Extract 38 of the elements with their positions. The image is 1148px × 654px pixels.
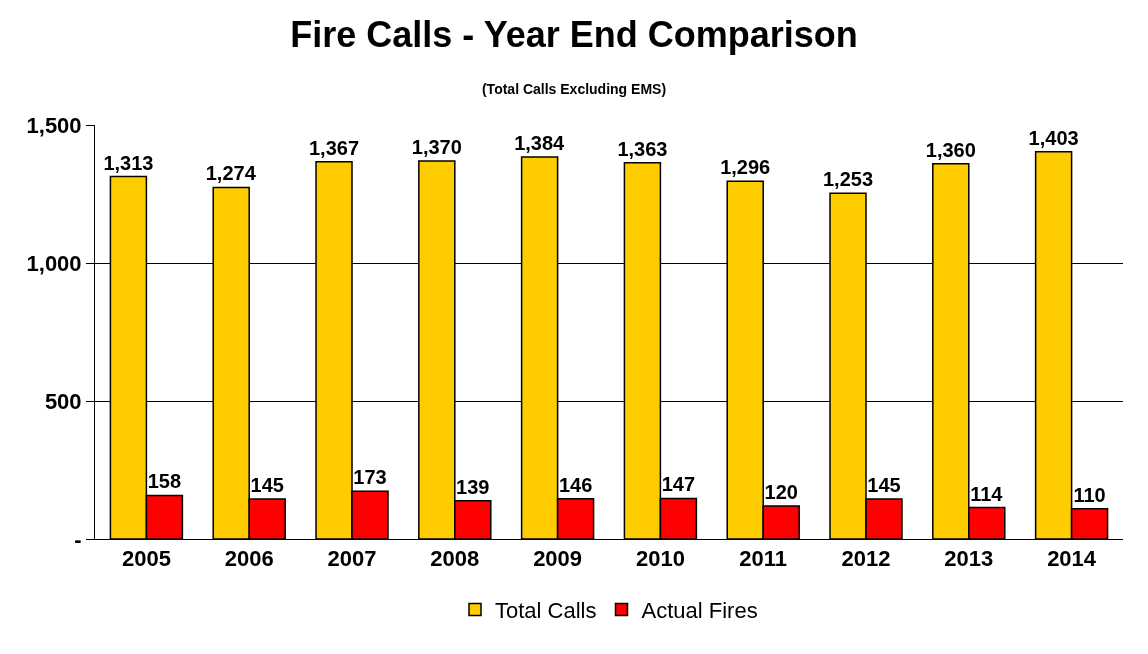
x-tick-label: 2007: [327, 546, 377, 572]
x-tick-label: 2005: [121, 546, 171, 572]
data-label: 145: [867, 473, 901, 496]
x-tick-label: 2012: [841, 546, 891, 572]
data-label: 158: [147, 470, 182, 493]
data-label: 146: [558, 473, 593, 496]
data-label: 120: [764, 480, 798, 503]
data-label: 1,363: [617, 137, 668, 160]
x-tick-label: 2014: [1047, 546, 1097, 572]
y-tick-label: 1,000: [26, 250, 82, 276]
data-label: 1,370: [411, 135, 462, 158]
data-label: 1,296: [720, 156, 771, 179]
data-label: 1,313: [103, 151, 154, 174]
chart-title: Fire Calls - Year End Comparison: [290, 13, 858, 55]
x-tick-label: 2010: [635, 546, 685, 572]
data-label: 145: [250, 473, 284, 496]
y-tick-label: 1,500: [26, 112, 82, 138]
legend-label: Actual Fires: [641, 598, 758, 624]
data-label: 1,360: [925, 138, 976, 161]
x-tick-label: 2009: [533, 546, 583, 572]
y-tick-label: -: [74, 526, 82, 552]
data-label: 1,403: [1028, 126, 1079, 149]
x-tick-label: 2013: [944, 546, 994, 572]
data-label: 173: [353, 466, 387, 489]
data-label: 1,384: [514, 132, 566, 155]
y-tick-label: 500: [44, 388, 82, 414]
x-tick-label: 2006: [224, 546, 274, 572]
x-tick-label: 2011: [739, 546, 788, 572]
chart-subtitle: (Total Calls Excluding EMS): [481, 80, 667, 97]
data-label: 1,274: [205, 162, 257, 185]
data-label: 147: [661, 473, 696, 496]
legend-label: Total Calls: [495, 598, 597, 624]
x-tick-label: 2008: [430, 546, 480, 572]
data-label: 1,253: [822, 168, 874, 191]
data-label: 1,367: [308, 136, 360, 159]
data-label: 114: [970, 482, 1004, 505]
data-label: 139: [456, 475, 490, 498]
data-label: 110: [1073, 483, 1106, 506]
